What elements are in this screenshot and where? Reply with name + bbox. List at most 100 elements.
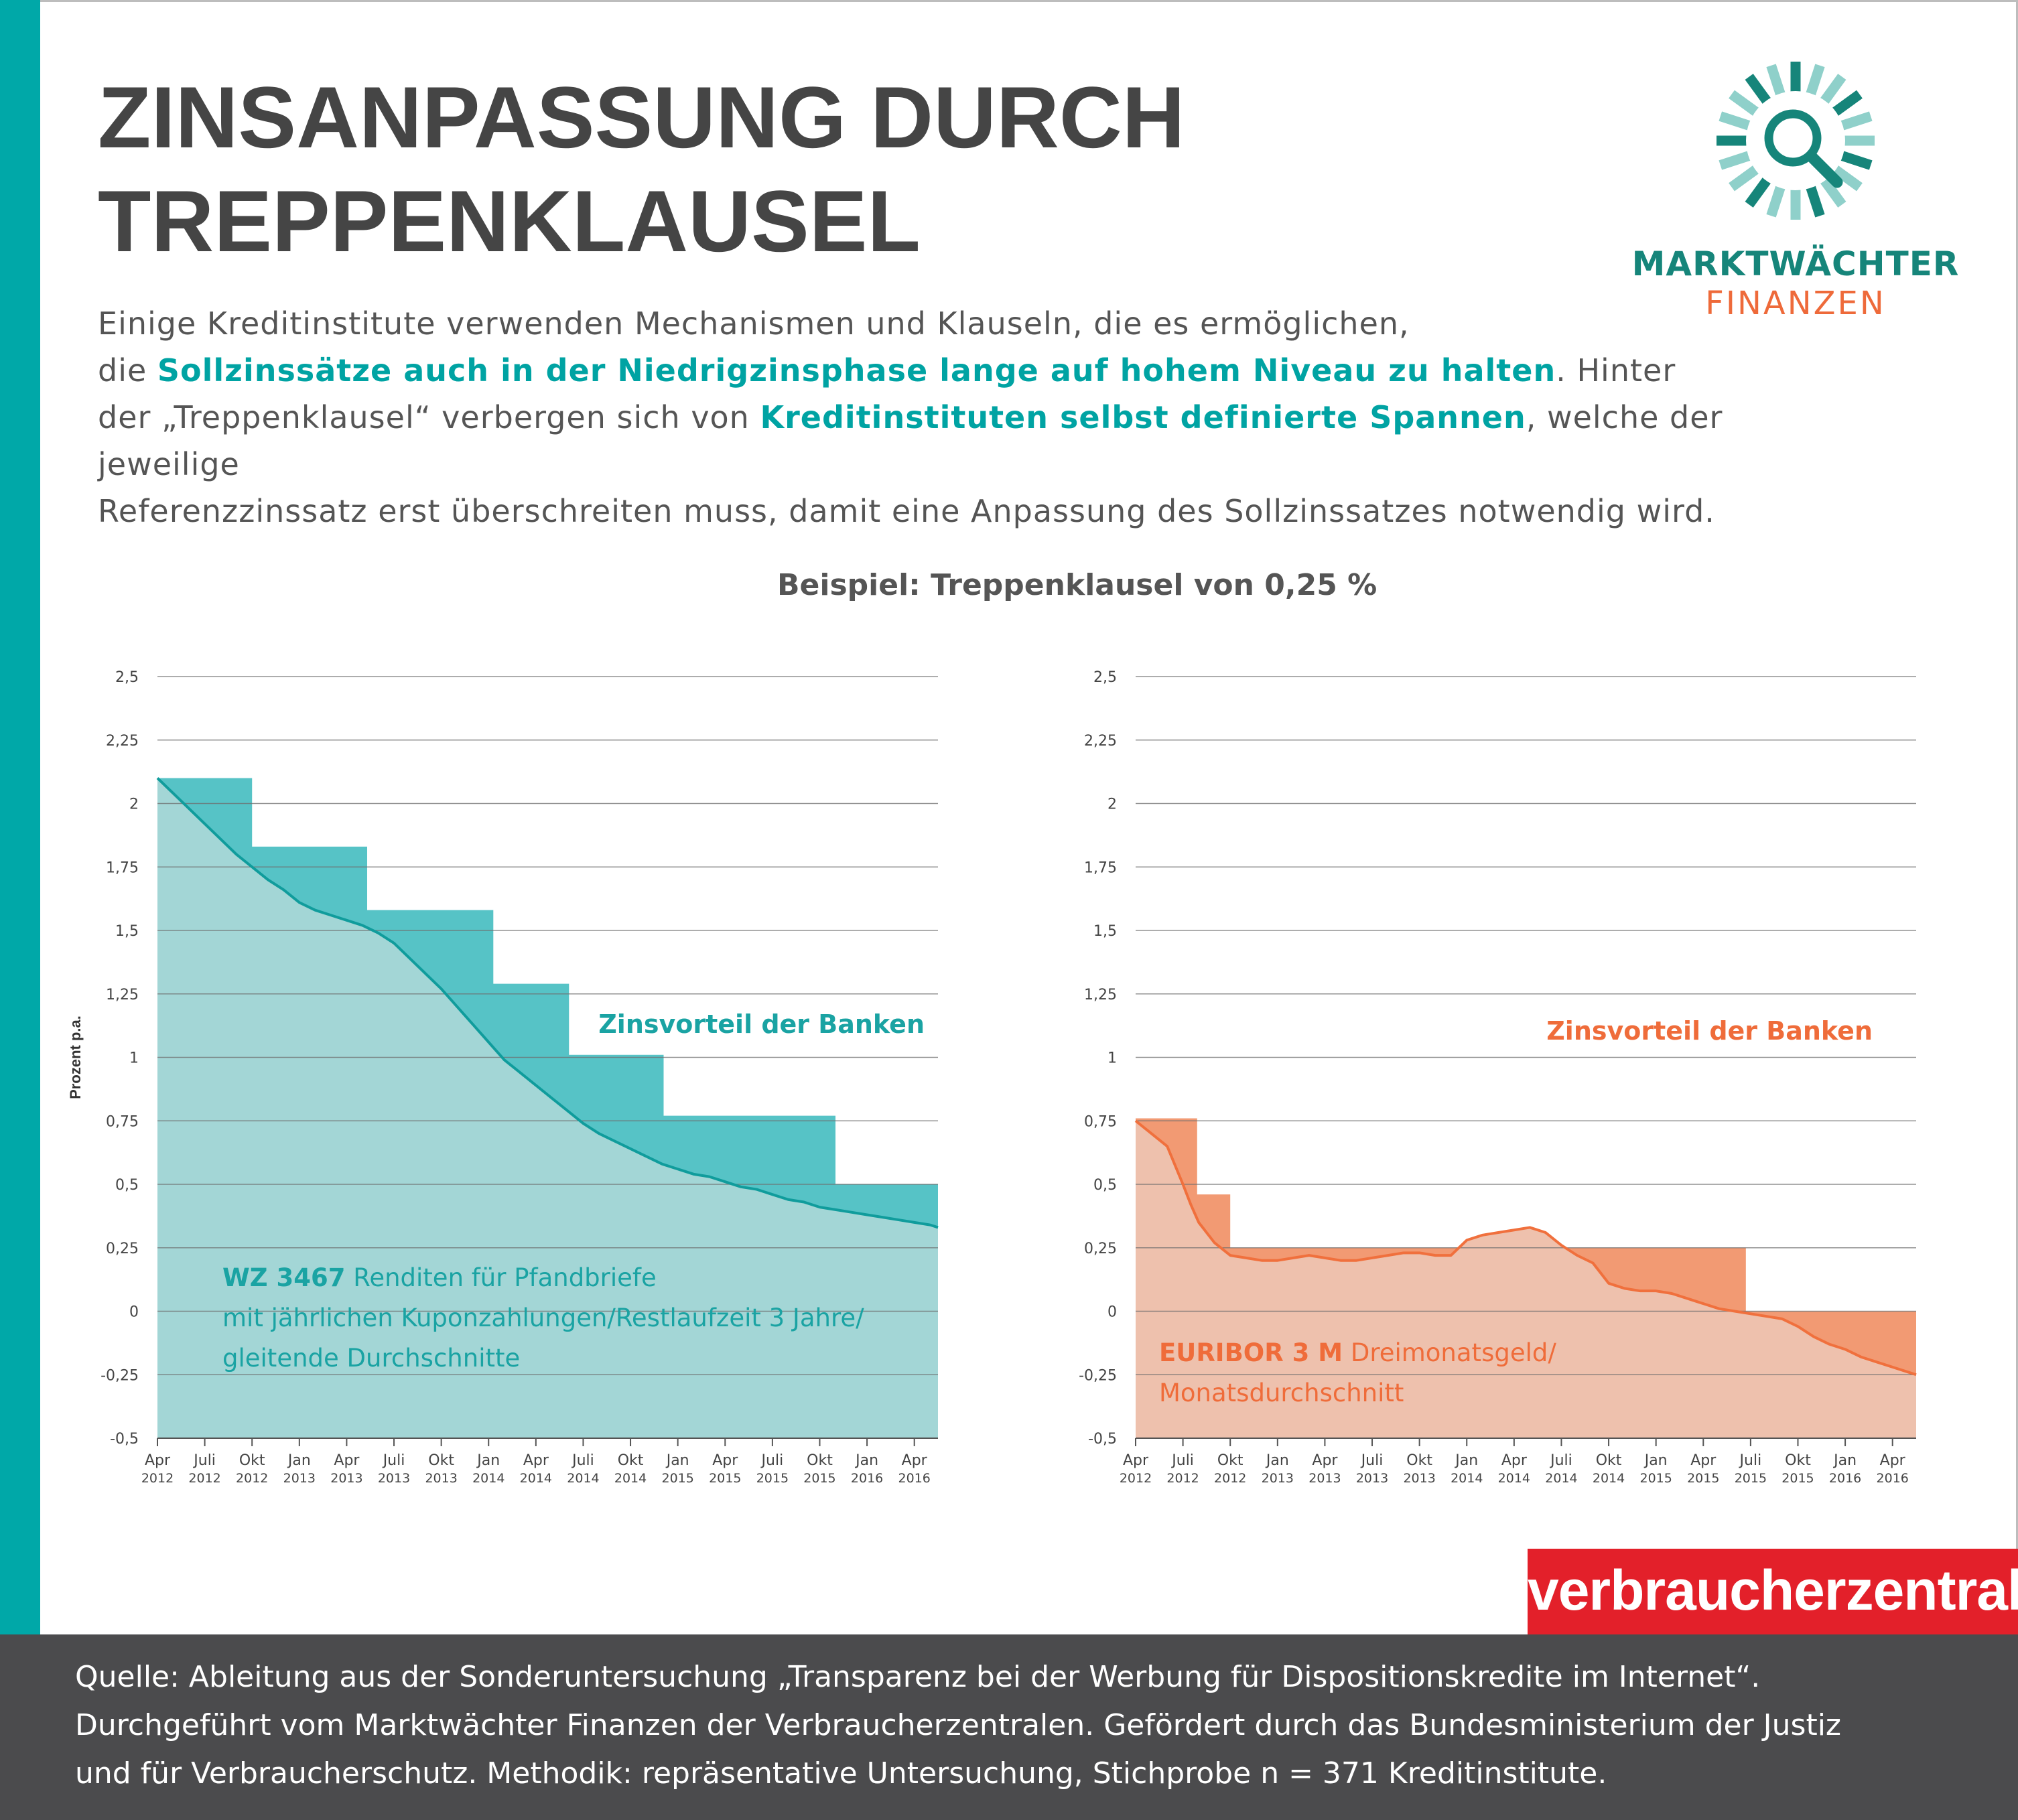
left-chart-xtick-month: Jan	[287, 1452, 311, 1469]
left-chart-ytick-label: 2,25	[106, 733, 139, 750]
right-chart-xtick-year: 2014	[1545, 1471, 1577, 1486]
right-chart-xtick-year: 2016	[1829, 1471, 1861, 1486]
right-chart-ytick-label: 2	[1107, 796, 1117, 813]
right-chart-ytick-label: 0,25	[1084, 1241, 1117, 1257]
logo-magnifier-handle	[1806, 151, 1843, 188]
left-chart-xtick-year: 2013	[425, 1471, 457, 1486]
left-chart-ytick-label: -0,25	[100, 1367, 139, 1384]
right-chart-xtick-month: Okt	[1217, 1452, 1243, 1469]
intro-highlight-2: Kreditinstituten selbst definierte Spann…	[760, 399, 1526, 435]
left-chart-xtick-month: Jan	[665, 1452, 689, 1469]
left-chart-xtick-year: 2015	[756, 1471, 789, 1486]
left-chart-xtick-year: 2012	[236, 1471, 268, 1486]
right-chart-xtick-month: Apr	[1123, 1452, 1149, 1469]
intro-line-1: Einige Kreditinstitute verwenden Mechani…	[98, 305, 1410, 342]
left-chart-series-label: WZ 3467 Renditen für Pfandbriefe	[222, 1263, 657, 1292]
right-chart-xtick-month: Jan	[1265, 1452, 1289, 1469]
right-chart-xtick-month: Jan	[1454, 1452, 1478, 1469]
intro-line-4: Referenzzinssatz erst überschreiten muss…	[98, 493, 1715, 529]
left-chart-y-axis-label: Prozent p.a.	[67, 1016, 84, 1099]
right-chart-xtick-year: 2013	[1403, 1471, 1435, 1486]
right-chart-xtick-month: Apr	[1501, 1452, 1528, 1469]
footer-source-text: Quelle: Ableitung aus der Sonderuntersuc…	[75, 1653, 1991, 1798]
right-chart-xtick-year: 2014	[1593, 1471, 1625, 1486]
left-chart-ytick-label: 0,5	[115, 1177, 139, 1194]
right-chart-xtick-year: 2015	[1781, 1471, 1814, 1486]
frame-right-border	[2016, 0, 2018, 1634]
right-chart-xtick-year: 2015	[1639, 1471, 1672, 1486]
right-chart-xtick-month: Juli	[1360, 1452, 1384, 1469]
page-title: ZINSANPASSUNG DURCH TREPPENKLAUSEL	[98, 66, 1185, 273]
right-chart-xtick-month: Apr	[1690, 1452, 1717, 1469]
right-chart-ytick-label: 0,5	[1093, 1177, 1117, 1194]
left-chart-series-label-3: gleitende Durchschnitte	[222, 1344, 520, 1373]
right-chart-ytick-label: -0,5	[1088, 1431, 1117, 1448]
right-chart-xtick-month: Jan	[1832, 1452, 1857, 1469]
right-chart-ytick-label: -0,25	[1079, 1367, 1117, 1384]
verbraucherzentrale-logo: verbraucherzentrale	[1528, 1549, 2018, 1634]
right-chart-xtick-month: Apr	[1880, 1452, 1906, 1469]
right-chart-xtick-month: Juli	[1549, 1452, 1572, 1469]
left-chart-xtick-year: 2013	[283, 1471, 316, 1486]
right-chart-ytick-label: 1,5	[1093, 923, 1117, 940]
left-chart-xtick-month: Okt	[807, 1452, 833, 1469]
logo-magnifier-lens	[1764, 109, 1822, 167]
left-chart-xtick-year: 2016	[898, 1471, 931, 1486]
left-chart-xtick-month: Juli	[382, 1452, 405, 1469]
chart-euribor: -0,5 -0,25 0 0,25 0,5 0,75 1 1,25 1,5 1,75 2 2,25 2,…	[1079, 669, 1917, 1486]
left-chart-ytick-label: 0,75	[106, 1113, 139, 1130]
right-chart-xtick-month: Okt	[1596, 1452, 1622, 1469]
right-chart-xtick-year: 2013	[1262, 1471, 1294, 1486]
left-chart-line	[156, 777, 939, 1229]
left-chart-xtick-month: Okt	[618, 1452, 644, 1469]
left-chart-xtick-month: Juli	[760, 1452, 784, 1469]
left-chart-xtick-month: Juli	[192, 1452, 216, 1469]
intro-highlight-1: Sollzinssätze auch in der Niedrigzinspha…	[157, 352, 1556, 389]
intro-line-2: die Sollzinssätze auch in der Niedrigzin…	[98, 347, 1867, 394]
right-chart-xtick-month: Juli	[1739, 1452, 1762, 1469]
right-chart-xtick-month: Okt	[1785, 1452, 1811, 1469]
example-heading: Beispiel: Treppenklausel von 0,25 %	[777, 568, 1377, 602]
left-chart-ytick-label: 0,25	[106, 1241, 139, 1257]
footer-line-2: Durchgeführt vom Marktwächter Finanzen d…	[75, 1708, 1842, 1742]
right-chart-annotation: Zinsvorteil der Banken	[1546, 1016, 1873, 1046]
right-chart-series-label: EURIBOR 3 M Dreimonatsgeld/	[1159, 1338, 1556, 1367]
left-chart-xtick-month: Apr	[334, 1452, 360, 1469]
right-chart-ytick-label: 0	[1107, 1304, 1117, 1321]
intro-line-2-end: . Hinter	[1556, 352, 1676, 389]
right-chart-base-area	[1136, 1121, 1916, 1438]
right-chart-xtick-month: Jan	[1643, 1452, 1668, 1469]
accent-bar	[0, 0, 40, 1634]
right-chart-series-label-2: Monatsdurchschnitt	[1159, 1379, 1404, 1407]
left-chart-xtick-month: Apr	[145, 1452, 171, 1469]
left-chart-xtick-month: Apr	[712, 1452, 738, 1469]
left-chart-xtick-year: 2013	[378, 1471, 410, 1486]
left-chart-ytick-label: 1,5	[115, 923, 139, 940]
intro-line-2-start: die	[98, 352, 157, 389]
left-chart-xtick-year: 2014	[614, 1471, 647, 1486]
footer-line-3: und für Verbraucherschutz. Methodik: rep…	[75, 1756, 1607, 1791]
left-chart-xtick-month: Okt	[428, 1452, 454, 1469]
intro-line-3-end: , welche der jeweilige	[98, 399, 1723, 482]
right-chart-line	[1134, 1119, 1917, 1377]
marktwaechter-logo: MARKTWÄCHTER FINANZEN	[1621, 60, 1970, 335]
verbraucherzentrale-logo-text: verbraucherzentrale	[1528, 1559, 2018, 1622]
left-chart-ytick-label: 1,75	[106, 859, 139, 876]
left-chart-xtick-month: Apr	[523, 1452, 549, 1469]
right-chart-xtick-year: 2015	[1687, 1471, 1719, 1486]
footer: Quelle: Ableitung aus der Sonderuntersuc…	[0, 1634, 2018, 1820]
right-chart-xtick-year: 2013	[1308, 1471, 1341, 1486]
right-chart-xtick-month: Apr	[1312, 1452, 1338, 1469]
right-chart-xtick-year: 2014	[1451, 1471, 1483, 1486]
intro-text: Einige Kreditinstitute verwenden Mechani…	[98, 300, 1867, 535]
left-chart-ytick-label: 1	[129, 1050, 139, 1067]
right-chart-ytick-label: 1	[1107, 1050, 1117, 1067]
left-chart-xtick-year: 2012	[141, 1471, 174, 1486]
left-chart-ytick-label: -0,5	[110, 1431, 139, 1448]
right-chart-ytick-label: 1,25	[1084, 987, 1117, 1003]
footer-line-1: Quelle: Ableitung aus der Sonderuntersuc…	[75, 1660, 1761, 1694]
left-chart-ytick-label: 2	[129, 796, 139, 813]
right-chart-xtick-year: 2012	[1120, 1471, 1152, 1486]
left-chart-xtick-year: 2012	[188, 1471, 220, 1486]
left-chart-xtick-year: 2015	[661, 1471, 693, 1486]
